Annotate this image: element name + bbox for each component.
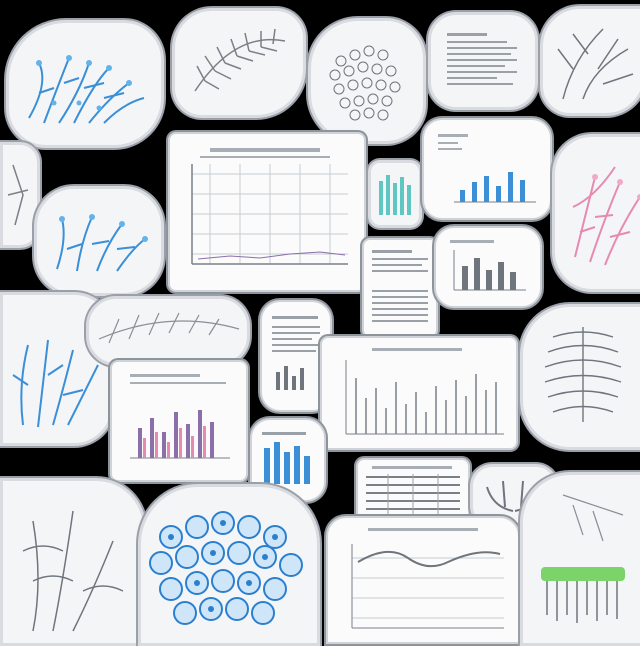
gray-fern-illustration <box>194 28 286 92</box>
table-card-center <box>356 458 470 524</box>
line-chart-bottom-illustration <box>351 528 504 629</box>
blue-seaweed-illustration <box>12 339 99 428</box>
table-document-sticker <box>428 12 538 110</box>
small-chart-card <box>434 226 542 308</box>
line-chart-card-bottom <box>326 516 520 644</box>
left-edge-sticker <box>0 142 40 248</box>
blue-bar-chart-illustration <box>438 134 536 203</box>
blue-cells-sticker <box>138 484 320 646</box>
blue-coral-sticker <box>6 20 164 148</box>
ribcage-sticker <box>520 304 640 450</box>
gray-bar-chart-illustration <box>345 348 504 435</box>
gray-skeleton-sticker <box>86 296 250 366</box>
small-chart-illustration <box>450 240 526 291</box>
gray-anatomy-illustration <box>22 510 124 632</box>
teal-bars-illustration <box>379 175 411 215</box>
blue-coral-small-illustration <box>56 214 148 272</box>
bar-chart-card-large <box>320 336 518 450</box>
pink-coral-illustration <box>572 166 640 266</box>
grid-chart-illustration <box>191 148 348 265</box>
document-mid-illustration <box>372 250 428 322</box>
dotted-cluster-illustration <box>329 45 401 121</box>
pink-coral-sticker <box>552 134 640 292</box>
dotted-cluster-sticker <box>308 18 426 144</box>
document-left-illustration <box>272 316 320 390</box>
gray-fern-sticker <box>172 8 306 118</box>
purple-bar-chart-illustration <box>130 374 230 459</box>
blue-bar-chart-card <box>422 118 552 220</box>
blue-cells-illustration <box>149 511 303 625</box>
ribcage-illustration <box>544 327 622 422</box>
document-card-mid <box>362 238 438 338</box>
blue-coral-illustration <box>28 55 145 124</box>
teal-bars-sticker <box>368 160 422 228</box>
purple-bar-chart-card <box>110 360 248 482</box>
green-leaves-sticker <box>520 472 640 646</box>
line-chart-card-large <box>168 132 366 292</box>
green-leaves-illustration <box>541 494 625 623</box>
left-edge-illustration <box>7 164 29 226</box>
table-center-illustration <box>366 466 460 514</box>
gray-branching-illustration <box>557 28 634 100</box>
blue-table-illustration <box>262 432 310 484</box>
gray-anatomy-sticker <box>0 478 146 646</box>
table-document-illustration <box>447 33 517 85</box>
gray-branching-sticker <box>540 6 640 116</box>
blue-coral-small-sticker <box>34 186 164 296</box>
gray-skeleton-illustration <box>98 312 240 344</box>
